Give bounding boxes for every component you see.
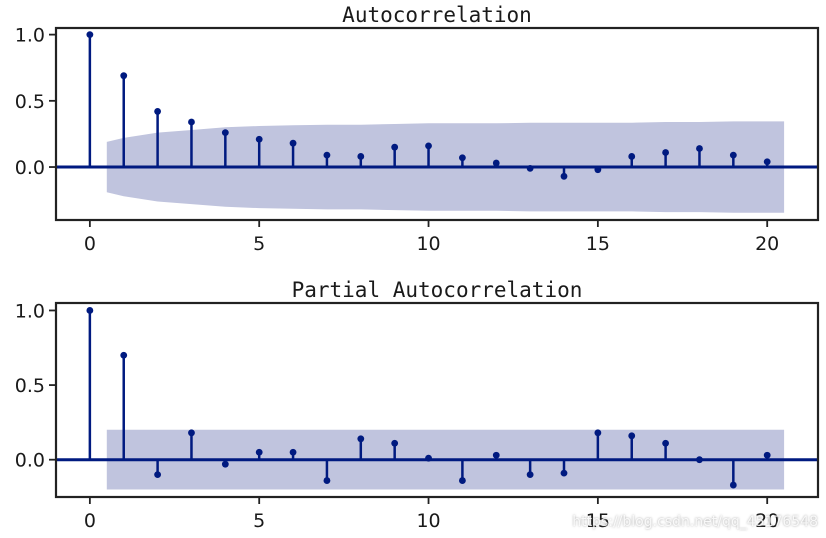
stem-marker	[662, 439, 669, 447]
stem-marker	[255, 448, 263, 456]
stem-marker	[86, 31, 94, 39]
x-tick-label: 5	[253, 233, 265, 255]
stem-marker	[188, 118, 195, 126]
stem-marker	[459, 477, 466, 484]
axes-frame	[54, 301, 820, 499]
stem-marker	[425, 142, 432, 150]
stem-marker	[560, 469, 568, 477]
stem-marker	[255, 135, 263, 143]
chart-title: Autocorrelation	[342, 3, 532, 27]
y-tick-label: 1.0	[15, 25, 45, 47]
stem-marker	[662, 149, 669, 156]
stem-marker	[188, 429, 195, 437]
stem-marker	[696, 145, 703, 152]
x-tick-label: 0	[84, 233, 96, 255]
stem-marker	[628, 432, 636, 440]
partial-autocorrelation-panel: 0 5 10 15 20 0.0 0.5 1.0 Partial Autocorrelation	[15, 278, 820, 532]
stem-marker	[86, 307, 94, 314]
stem-marker	[357, 153, 365, 160]
stem-marker	[289, 139, 297, 147]
stem-marker	[459, 154, 466, 162]
stem-marker	[492, 451, 500, 459]
x-tick-label: 15	[586, 510, 610, 532]
autocorrelation-panel: 0 5 10 15 20 0.0 0.5 1.0 Autocorrelation	[15, 3, 820, 255]
stem-marker	[696, 456, 703, 464]
stem-marker	[628, 153, 636, 160]
stem-marker	[729, 151, 737, 159]
stem-marker	[763, 451, 771, 459]
stem-marker	[323, 151, 331, 159]
stem-marker	[729, 481, 737, 489]
y-tick-label: 0.0	[15, 450, 45, 472]
stem-marker	[120, 72, 128, 80]
x-tick-label: 20	[755, 233, 779, 255]
stem-marker	[120, 351, 128, 359]
stem-marker	[391, 143, 399, 151]
stem-marker	[594, 166, 602, 174]
stem-marker	[221, 129, 229, 137]
x-tick-label: 5	[253, 510, 265, 532]
stem-marker	[560, 172, 568, 180]
axes-frame	[54, 26, 820, 222]
y-tick-label: 1.0	[15, 300, 45, 322]
y-tick-label: 0.0	[15, 157, 45, 179]
stem-marker	[323, 477, 331, 484]
watermark-text: https://blog.csdn.net/qq_45176548	[572, 514, 818, 530]
stem-marker	[391, 439, 399, 447]
y-tick-label: 0.5	[15, 375, 45, 397]
stem-marker	[763, 158, 771, 166]
stem-marker	[425, 454, 432, 462]
stem-marker	[594, 429, 602, 437]
stem-marker	[357, 435, 365, 443]
chart-title: Partial Autocorrelation	[292, 278, 583, 302]
x-tick-label: 10	[416, 233, 440, 255]
x-tick-label: 20	[755, 510, 779, 532]
x-tick-label: 0	[84, 510, 96, 532]
x-tick-label: 10	[416, 510, 440, 532]
stem-marker	[154, 471, 162, 479]
x-tick-label: 15	[586, 233, 610, 255]
y-tick-label: 0.5	[15, 91, 45, 113]
stem-marker	[526, 471, 534, 479]
stem-marker	[221, 460, 229, 468]
stem-marker	[492, 159, 500, 167]
stem-marker	[154, 108, 162, 115]
stem-marker	[526, 164, 534, 172]
stem-marker	[289, 448, 297, 456]
